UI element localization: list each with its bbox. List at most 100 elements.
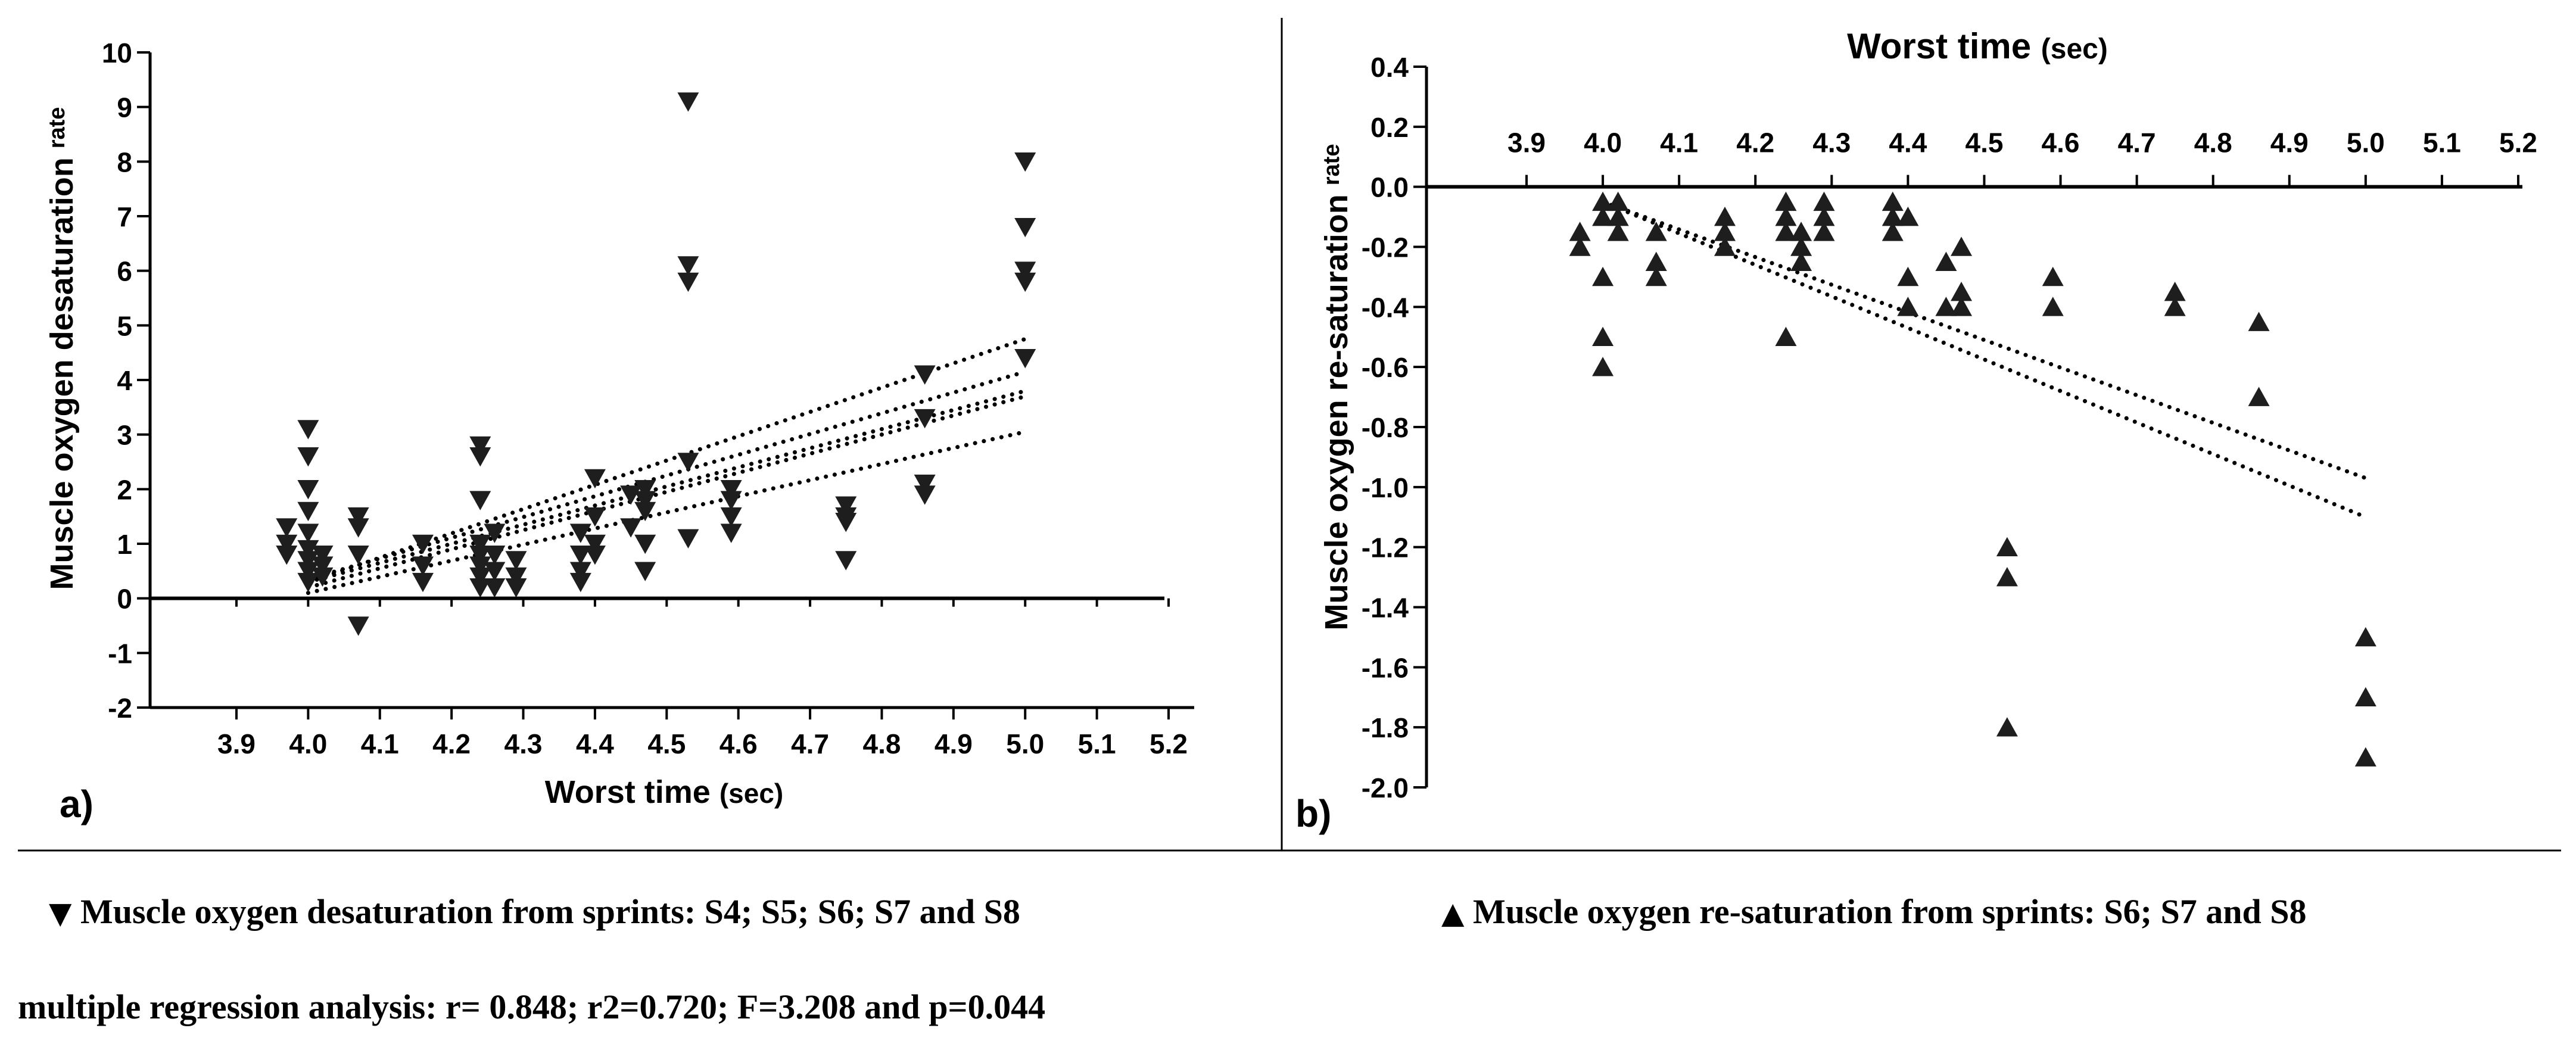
x-tick-label: 4.7 bbox=[2118, 127, 2156, 158]
data-point bbox=[469, 436, 491, 456]
x-tick-label: 5.0 bbox=[2347, 127, 2385, 158]
data-point bbox=[677, 256, 699, 276]
panel-b-axes: 0.4 0.2 0.0 -0.2 -0.4 -0.6 -0.8 -1.0 -1.2 -1.4 -1.… bbox=[1362, 52, 2537, 803]
x-tick-label: 5.2 bbox=[1150, 728, 1188, 759]
data-point bbox=[835, 551, 857, 571]
data-point bbox=[312, 556, 334, 576]
data-point bbox=[1996, 717, 2018, 737]
data-point bbox=[620, 485, 642, 505]
data-point bbox=[1897, 266, 1919, 286]
data-point bbox=[297, 480, 319, 500]
data-point bbox=[469, 567, 491, 587]
data-point bbox=[1935, 297, 1957, 316]
data-point bbox=[347, 616, 369, 636]
y-tick-label: 0 bbox=[117, 584, 132, 615]
x-tick-label: 5.2 bbox=[2499, 127, 2537, 158]
data-point bbox=[1592, 191, 1614, 211]
data-point bbox=[1607, 222, 1629, 241]
data-point bbox=[2042, 297, 2064, 316]
data-point bbox=[347, 518, 369, 538]
data-point bbox=[1569, 236, 1591, 256]
data-point bbox=[505, 551, 527, 571]
data-point bbox=[1714, 206, 1736, 226]
x-tick-label: 4.1 bbox=[361, 728, 399, 759]
y-tick-label: 0.2 bbox=[1370, 112, 1409, 143]
panel-b-chart: 0.4 0.2 0.0 -0.2 -0.4 -0.6 -0.8 -1.0 -1.2 -1.4 -1.… bbox=[1295, 26, 2537, 835]
data-point bbox=[1775, 191, 1797, 211]
data-point bbox=[1775, 222, 1797, 241]
data-point bbox=[1897, 297, 1919, 316]
data-point bbox=[835, 496, 857, 516]
data-point bbox=[469, 556, 491, 576]
panel-b-title: Worst time (sec) bbox=[1847, 26, 2108, 66]
data-point bbox=[1882, 206, 1904, 226]
panel-a-axes: -2 -1 0 1 2 3 4 5 6 7 8 9 10 3.9 4.0 4.1 4.2 4.3 4.4 4.5 4.6… bbox=[102, 38, 1194, 759]
data-point bbox=[677, 272, 699, 292]
data-point bbox=[569, 572, 591, 593]
data-point bbox=[2354, 627, 2376, 647]
data-point bbox=[276, 546, 298, 565]
data-point bbox=[2164, 282, 2186, 301]
data-point bbox=[1607, 206, 1629, 226]
x-tick-label: 4.5 bbox=[647, 728, 686, 759]
x-tick-label: 4.6 bbox=[2042, 127, 2080, 158]
data-point bbox=[720, 491, 742, 510]
y-tick-label: 1 bbox=[117, 529, 132, 560]
x-tick-label: 4.4 bbox=[576, 728, 614, 759]
data-point bbox=[412, 556, 434, 576]
data-point bbox=[297, 420, 319, 440]
data-point bbox=[1592, 206, 1614, 226]
panel-a-x-axis-title: Worst time (sec) bbox=[545, 774, 783, 810]
x-tick-label: 3.9 bbox=[1507, 127, 1546, 158]
regression-line bbox=[1600, 200, 2368, 519]
y-tick-label: 10 bbox=[102, 38, 132, 68]
data-point bbox=[505, 567, 527, 587]
x-tick-label: 4.8 bbox=[2194, 127, 2232, 158]
data-point bbox=[914, 474, 936, 494]
y-tick-label: -0.4 bbox=[1362, 292, 1409, 323]
x-tick-label: 4.3 bbox=[1812, 127, 1851, 158]
data-point bbox=[276, 534, 298, 554]
y-tick-label: 4 bbox=[117, 365, 132, 396]
data-point bbox=[2164, 297, 2186, 316]
data-point bbox=[720, 480, 742, 500]
panel-a-points bbox=[276, 92, 1036, 636]
x-tick-label: 4.0 bbox=[289, 728, 327, 759]
data-point bbox=[484, 546, 506, 565]
data-point bbox=[914, 409, 936, 429]
y-tick-label: 2 bbox=[117, 474, 132, 505]
data-point bbox=[347, 507, 369, 527]
y-tick-label: 5 bbox=[117, 310, 132, 341]
data-point bbox=[1951, 236, 1973, 256]
legend-a-symbol: ▼ bbox=[49, 896, 72, 930]
panel-a-y-axis-title: Muscle oxygen desaturation rate bbox=[44, 107, 80, 590]
data-point bbox=[505, 578, 527, 598]
x-tick-label: 4.6 bbox=[719, 728, 758, 759]
data-point bbox=[297, 447, 319, 467]
data-point bbox=[584, 534, 606, 554]
x-tick-label: 4.9 bbox=[2270, 127, 2309, 158]
data-point bbox=[484, 524, 506, 543]
data-point bbox=[1951, 282, 1973, 301]
data-point bbox=[276, 518, 298, 538]
data-point bbox=[584, 546, 606, 565]
x-tick-label: 4.1 bbox=[1660, 127, 1698, 158]
data-point bbox=[1790, 222, 1812, 241]
data-point bbox=[835, 513, 857, 532]
regression-line bbox=[306, 429, 1027, 595]
data-point bbox=[569, 562, 591, 581]
x-tick-label: 5.1 bbox=[1078, 728, 1116, 759]
panel-a-chart: -2 -1 0 1 2 3 4 5 6 7 8 9 10 3.9 4.0 4.1 4.2 4.3 4.4 4.5 4.6… bbox=[44, 38, 1194, 825]
data-point bbox=[569, 546, 591, 565]
data-point bbox=[1645, 266, 1667, 286]
data-point bbox=[634, 480, 656, 500]
y-tick-label: -1.8 bbox=[1362, 712, 1409, 743]
y-tick-label: 0.4 bbox=[1370, 52, 1409, 83]
data-point bbox=[2354, 747, 2376, 767]
panel-b-label: b) bbox=[1295, 792, 1331, 835]
data-point bbox=[469, 491, 491, 510]
y-tick-label: 0.0 bbox=[1370, 172, 1409, 203]
data-point bbox=[634, 501, 656, 522]
x-tick-label: 3.9 bbox=[217, 728, 256, 759]
